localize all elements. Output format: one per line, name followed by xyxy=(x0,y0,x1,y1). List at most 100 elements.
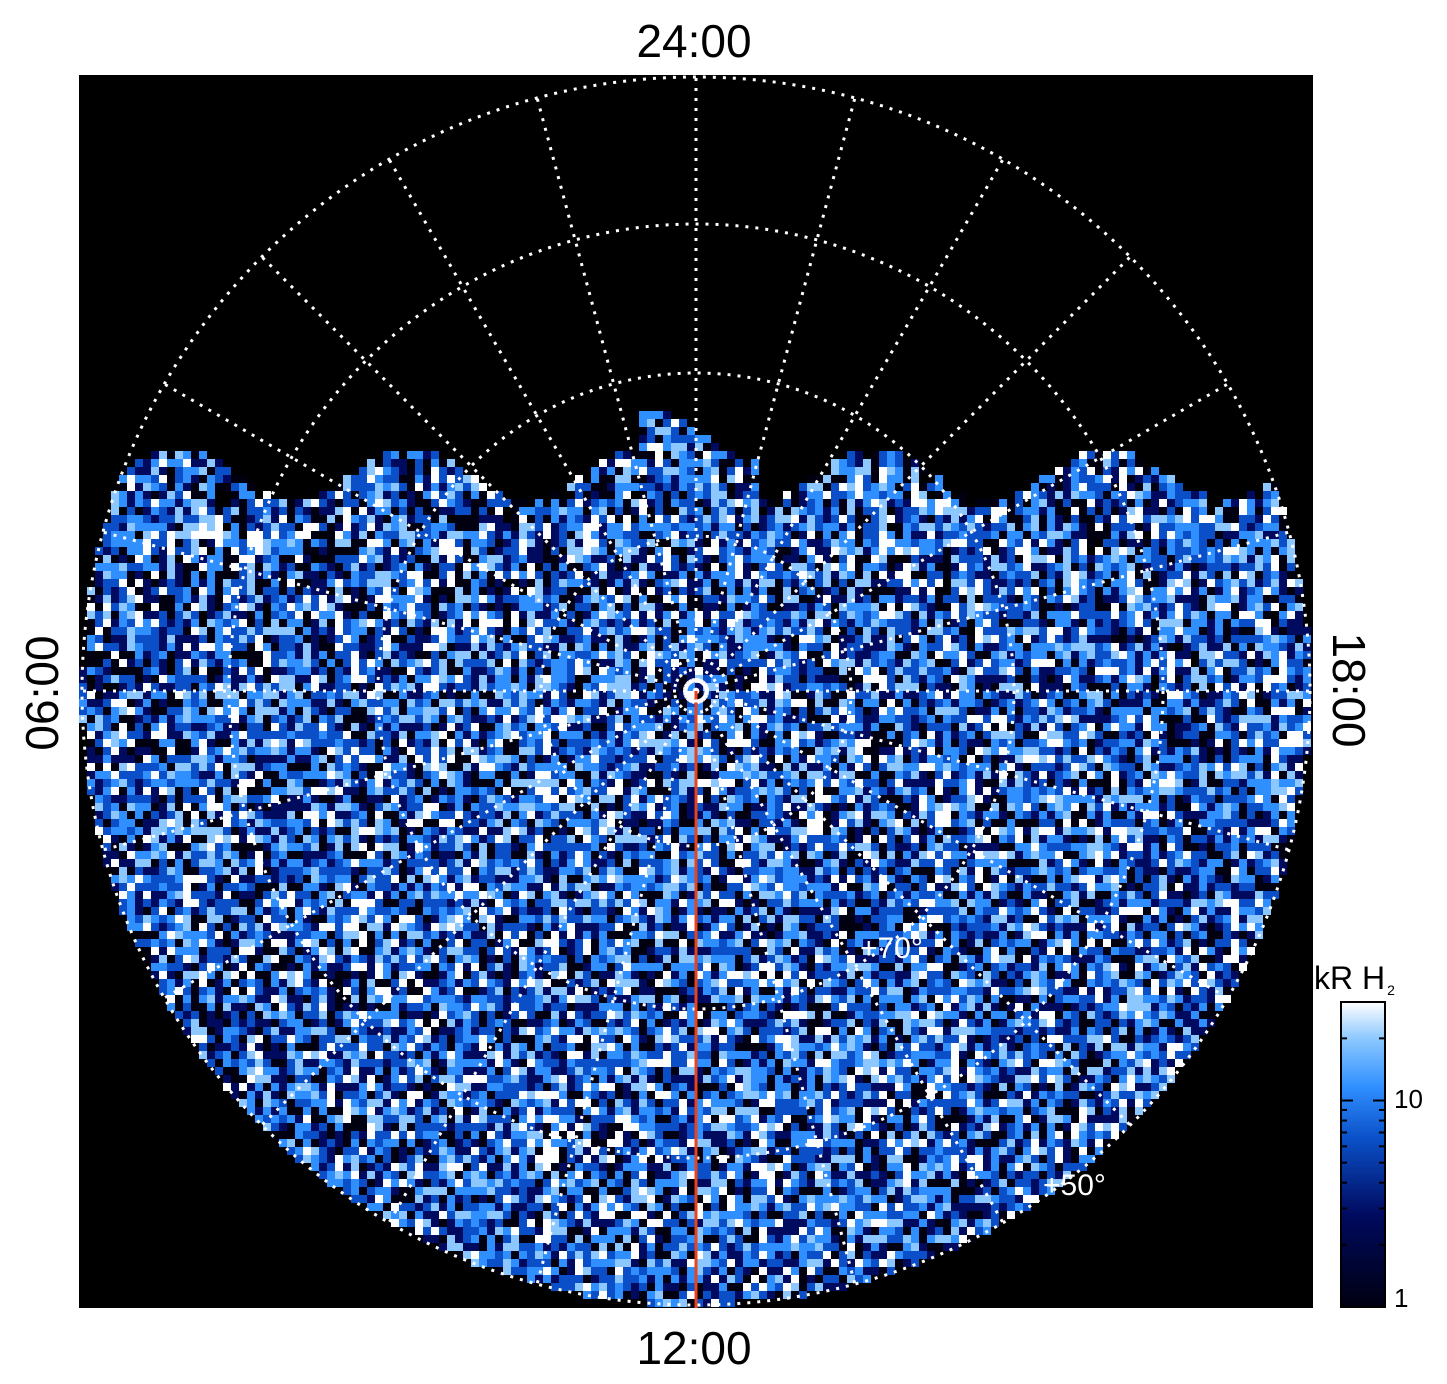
emission-pixel xyxy=(95,643,103,651)
emission-pixel xyxy=(167,699,175,707)
emission-pixel xyxy=(543,763,551,771)
emission-pixel xyxy=(247,739,255,747)
emission-pixel xyxy=(919,755,927,763)
emission-pixel xyxy=(1023,619,1031,627)
emission-pixel xyxy=(559,739,567,747)
emission-pixel xyxy=(799,723,807,731)
emission-pixel xyxy=(767,587,775,595)
emission-pixel xyxy=(327,691,335,699)
emission-pixel xyxy=(1263,755,1271,763)
emission-pixel xyxy=(607,715,615,723)
emission-pixel xyxy=(951,579,959,587)
emission-pixel xyxy=(375,699,383,707)
emission-pixel xyxy=(871,715,879,723)
emission-pixel xyxy=(823,739,831,747)
emission-pixel xyxy=(103,555,111,563)
emission-pixel xyxy=(423,739,431,747)
emission-pixel xyxy=(887,667,895,691)
emission-pixel xyxy=(1007,691,1015,699)
emission-pixel xyxy=(391,643,399,651)
emission-pixel xyxy=(1199,715,1207,723)
emission-pixel xyxy=(743,715,751,723)
emission-pixel xyxy=(719,619,727,635)
emission-pixel xyxy=(1007,715,1015,723)
emission-pixel xyxy=(807,579,815,587)
emission-pixel xyxy=(383,571,391,595)
emission-pixel xyxy=(575,715,583,723)
emission-pixel xyxy=(111,755,119,763)
emission-pixel xyxy=(167,515,175,523)
emission-pixel xyxy=(991,691,999,699)
emission-pixel xyxy=(1159,483,1167,491)
emission-pixel xyxy=(871,739,879,747)
emission-pixel xyxy=(175,667,183,675)
emission-pixel xyxy=(1007,667,1015,675)
emission-pixel xyxy=(399,691,407,699)
emission-pixel xyxy=(583,603,591,611)
emission-pixel xyxy=(927,651,935,659)
emission-pixel xyxy=(167,739,175,747)
emission-pixel xyxy=(1135,747,1143,755)
emission-pixel xyxy=(855,691,863,699)
emission-pixel xyxy=(111,731,119,739)
emission-pixel xyxy=(807,603,815,611)
emission-pixel xyxy=(919,731,927,739)
emission-pixel xyxy=(599,715,607,723)
emission-pixel xyxy=(647,739,655,747)
emission-pixel xyxy=(695,539,703,547)
emission-pixel xyxy=(135,579,143,587)
emission-pixel xyxy=(631,531,639,539)
emission-pixel xyxy=(167,603,175,627)
emission-pixel xyxy=(735,723,743,731)
emission-pixel xyxy=(615,659,623,667)
emission-pixel xyxy=(383,723,391,731)
emission-pixel xyxy=(719,715,727,723)
emission-pixel xyxy=(311,747,319,755)
emission-pixel xyxy=(511,731,519,739)
emission-pixel xyxy=(223,707,231,715)
emission-pixel xyxy=(311,659,319,667)
emission-pixel xyxy=(943,731,951,739)
emission-pixel xyxy=(583,523,591,555)
emission-pixel xyxy=(1271,707,1279,715)
emission-pixel xyxy=(551,723,559,731)
emission-pixel xyxy=(1239,691,1247,699)
emission-pixel xyxy=(679,691,687,699)
emission-pixel xyxy=(959,531,967,539)
emission-pixel xyxy=(847,451,855,475)
emission-pixel xyxy=(759,515,767,531)
emission-pixel xyxy=(423,731,431,739)
emission-pixel xyxy=(439,579,447,587)
emission-pixel xyxy=(647,691,655,699)
emission-pixel xyxy=(1167,635,1175,643)
emission-pixel xyxy=(103,691,111,699)
emission-pixel xyxy=(1191,667,1199,683)
emission-pixel xyxy=(671,499,679,507)
emission-pixel xyxy=(743,515,751,523)
emission-pixel xyxy=(543,547,551,555)
emission-pixel xyxy=(791,691,799,699)
emission-pixel xyxy=(191,763,199,771)
emission-pixel xyxy=(471,643,479,651)
emission-pixel xyxy=(199,691,207,699)
emission-pixel xyxy=(1207,667,1215,675)
emission-pixel xyxy=(887,555,895,579)
emission-pixel xyxy=(671,555,679,563)
emission-pixel xyxy=(919,699,927,707)
emission-pixel xyxy=(959,723,967,731)
emission-pixel xyxy=(887,483,895,507)
emission-pixel xyxy=(527,531,535,539)
emission-pixel xyxy=(1143,707,1151,715)
emission-pixel xyxy=(1199,563,1207,571)
emission-pixel xyxy=(815,747,823,755)
emission-pixel xyxy=(287,563,295,571)
emission-pixel xyxy=(191,547,199,555)
emission-pixel xyxy=(415,555,423,563)
emission-pixel xyxy=(1191,539,1199,547)
emission-pixel xyxy=(671,747,679,755)
emission-pixel xyxy=(511,715,519,723)
emission-pixel xyxy=(327,531,335,539)
emission-pixel xyxy=(623,731,631,739)
emission-pixel xyxy=(527,723,535,731)
emission-pixel xyxy=(743,747,751,755)
